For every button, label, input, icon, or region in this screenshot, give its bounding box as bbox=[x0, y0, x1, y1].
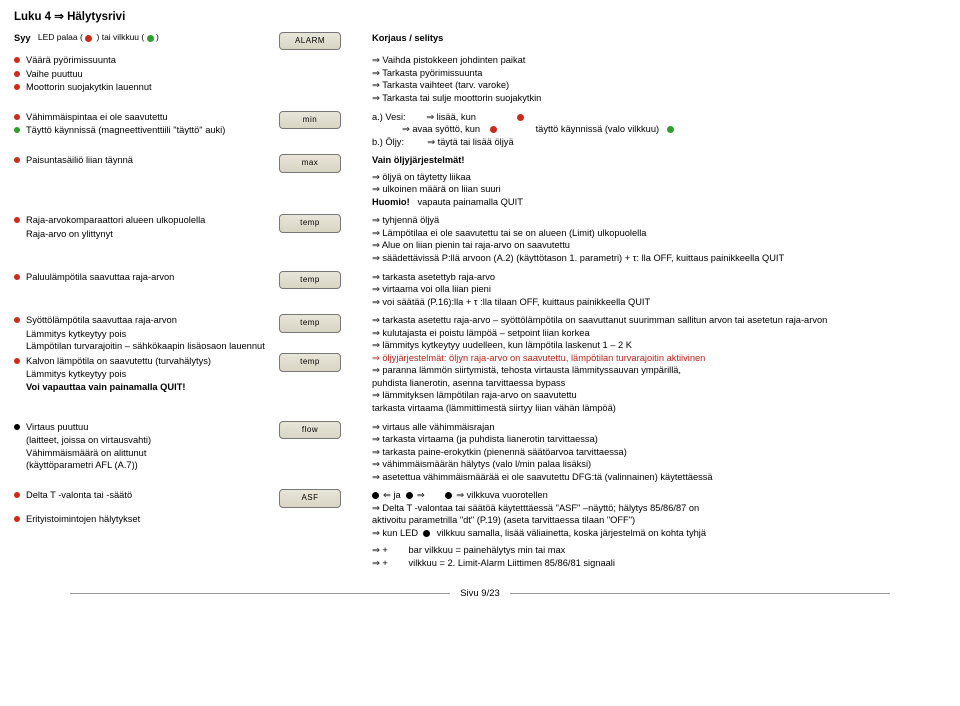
page-title: Luku 4 ⇒ Hälytysrivi bbox=[14, 10, 946, 26]
label-flow: flow bbox=[279, 421, 341, 440]
s4b: Raja-arvo on ylittynyt bbox=[14, 228, 254, 241]
block-5: Paluulämpötila saavuttaa raja-arvon temp… bbox=[14, 271, 946, 309]
s6-3: Kalvon lämpötila on saavutettu (turvahäl… bbox=[14, 355, 254, 368]
s8k1b: ⇒ bbox=[417, 490, 425, 500]
block-6: Syöttölämpötila saavuttaa raja-arvon Läm… bbox=[14, 314, 946, 414]
s8k3a: ⇒ kun LED bbox=[372, 528, 421, 538]
block-4: Raja-arvokomparaattori alueen ulkopuolel… bbox=[14, 214, 946, 264]
s7k5: ⇒ asetettua vähimmäismäärää ei ole saavu… bbox=[372, 471, 946, 484]
label-asf: ASF bbox=[279, 489, 341, 508]
s7k2: ⇒ tarkasta virtaama (ja puhdista lianero… bbox=[372, 433, 946, 446]
s8k4a: ⇒ + bbox=[372, 545, 390, 555]
s6k5b: puhdista lianerotin, asenna tarvittaessa… bbox=[372, 377, 946, 390]
s8k3b: vilkkuu samalla, lisää väliainetta, kosk… bbox=[434, 528, 706, 538]
label-temp3: temp bbox=[279, 314, 341, 333]
s2b: Täyttö käynnissä (magneettiventtiili "tä… bbox=[14, 124, 254, 137]
s2a: Vähimmäispintaa ei ole saavutettu bbox=[14, 111, 254, 124]
s1a: Väärä pyörimissuunta bbox=[14, 54, 254, 67]
s6k5: ⇒ paranna lämmön siirtymistä, tehosta vi… bbox=[372, 364, 946, 377]
syy-header: Syy bbox=[14, 33, 31, 43]
s3a: Paisuntasäiliö liian täynnä bbox=[14, 154, 254, 167]
s6-5: Voi vapauttaa vain painamalla QUIT! bbox=[26, 382, 185, 392]
korjaus-header: Korjaus / selitys bbox=[372, 32, 946, 45]
s8k4b: bar vilkkuu = painehälytys min tai max bbox=[408, 545, 565, 555]
s5k1: ⇒ tarkasta asetettyb raja-arvo bbox=[372, 271, 946, 284]
s1k4: ⇒ Tarkasta tai sulje moottorin suojakytk… bbox=[372, 92, 946, 105]
s2k3b: ⇒ täytä tai lisää öljyä bbox=[427, 137, 513, 147]
s8k1a: ⇐ ja bbox=[383, 490, 401, 500]
s8b: Erityistoimintojen hälytykset bbox=[14, 513, 254, 526]
s1k2: ⇒ Tarkasta pyörimissuunta bbox=[372, 67, 946, 80]
s4k2: ⇒ Lämpötilaa ei ole saavutettu tai se on… bbox=[372, 227, 946, 240]
s6k2: ⇒ kulutajasta ei poistu lämpöä – setpoin… bbox=[372, 327, 946, 340]
s3k3a: Huomio! bbox=[372, 197, 410, 207]
s7c: Vähimmäismäärä on alittunut bbox=[14, 447, 254, 460]
s6-2: Lämpötilan turvarajoitin – sähkökaapin l… bbox=[14, 340, 254, 353]
block-2: Vähimmäispintaa ei ole saavutettu Täyttö… bbox=[14, 111, 946, 149]
s6-0: Syöttölämpötila saavuttaa raja-arvon bbox=[14, 314, 254, 327]
s1k1: ⇒ Vaihda pistokkeen johdinten paikat bbox=[372, 54, 946, 67]
s8k1c: ⇒ vilkkuva vuorotellen bbox=[456, 490, 548, 500]
label-alarm: ALARM bbox=[279, 32, 341, 51]
label-max: max bbox=[279, 154, 341, 173]
s2k1a: a.) Vesi: bbox=[372, 112, 406, 122]
s6k6b: tarkasta virtaama (lämmittimestä siirtyy… bbox=[372, 402, 946, 415]
label-temp1: temp bbox=[279, 214, 341, 233]
s5k2: ⇒ virtaama voi olla liian pieni bbox=[372, 283, 946, 296]
page-number: Sivu 9/23 bbox=[460, 588, 500, 601]
s1b: Vaihe puuttuu bbox=[14, 68, 254, 81]
block-3: Paisuntasäiliö liian täynnä max Vain ölj… bbox=[14, 154, 946, 208]
s8k2b: aktivoitu parametrilla "dt" (P.19) (aset… bbox=[372, 514, 946, 527]
s7k1: ⇒ virtaus alle vähimmäisrajan bbox=[372, 421, 946, 434]
s3k1: ⇒ öljyä on täytetty liikaa bbox=[372, 171, 946, 184]
s5a: Paluulämpötila saavuttaa raja-arvon bbox=[14, 271, 254, 284]
s8k2: ⇒ Delta T -valontaa tai säätöä käytetttä… bbox=[372, 502, 946, 515]
s6k6: ⇒ lämmityksen lämpötilan raja-arvo on sa… bbox=[372, 389, 946, 402]
s4k3: ⇒ Alue on liian pienin tai raja-arvo on … bbox=[372, 239, 946, 252]
label-temp2: temp bbox=[279, 271, 341, 290]
s5k3: ⇒ voi säätää (P.16):lla + τ :lla tilaan … bbox=[372, 296, 946, 309]
s1c: Moottorin suojakytkin lauennut bbox=[14, 81, 254, 94]
s7k4: ⇒ vähimmäismäärän hälytys (valo l/min pa… bbox=[372, 458, 946, 471]
s6k3: ⇒ lämmitys kytkeytyy uudelleen, kun lämp… bbox=[372, 339, 946, 352]
s8k5b: vilkkuu = 2. Limit-Alarm Liittimen 85/86… bbox=[408, 558, 614, 568]
s8a: Delta T -valonta tai -säätö bbox=[14, 489, 254, 502]
s4a: Raja-arvokomparaattori alueen ulkopuolel… bbox=[14, 214, 254, 227]
s2k2a: avaa syöttö, kun bbox=[412, 124, 480, 134]
s4k4: ⇒ säädettävissä P:llä arvoon (A.2) (käyt… bbox=[372, 252, 946, 265]
s6-1: Lämmitys kytkeytyy pois bbox=[14, 328, 254, 341]
s4k1: ⇒ tyhjennä öljyä bbox=[372, 214, 946, 227]
s1k3: ⇒ Tarkasta vaihteet (tarv. varoke) bbox=[372, 79, 946, 92]
s7d: (käyttöparametri AFL (A.7)) bbox=[14, 459, 254, 472]
s3k2: ⇒ ulkoinen määrä on liian suuri bbox=[372, 183, 946, 196]
s2k2b: täyttö käynnissä (valo vilkkuu) bbox=[536, 124, 660, 134]
s7k3: ⇒ tarkasta paine-erokytkin (pienennä sää… bbox=[372, 446, 946, 459]
led-text2: tai vilkkuu bbox=[102, 32, 139, 42]
s2k3a: b.) Öljy: bbox=[372, 137, 404, 147]
s6k4: ⇒ öljyjärjestelmät: öljyn raja-arvo on s… bbox=[372, 353, 705, 363]
s3k3b: vapauta painamalla QUIT bbox=[417, 197, 522, 207]
led-text1: LED palaa bbox=[38, 32, 78, 42]
block-7: Virtaus puuttuu (laitteet, joissa on vir… bbox=[14, 421, 946, 484]
s2k1b: ⇒ lisää, kun bbox=[426, 112, 476, 122]
page-footer: Sivu 9/23 bbox=[14, 588, 946, 601]
s6k1: ⇒ tarkasta asetettu raja-arvo – syöttölä… bbox=[372, 314, 946, 327]
label-temp4: temp bbox=[279, 353, 341, 372]
s7a: Virtaus puuttuu bbox=[14, 421, 254, 434]
s6-4: Lämmitys kytkeytyy pois bbox=[14, 368, 254, 381]
block-1: Väärä pyörimissuunta Vaihe puuttuu Moott… bbox=[14, 54, 946, 104]
s3h: Vain öljyjärjestelmät! bbox=[372, 154, 946, 167]
s7b: (laitteet, joissa on virtausvahti) bbox=[14, 434, 254, 447]
label-min: min bbox=[279, 111, 341, 130]
s8k5a: ⇒ + bbox=[372, 558, 390, 568]
block-8: Delta T -valonta tai -säätö Erityistoimi… bbox=[14, 489, 946, 569]
header-row: Syy LED palaa ( ) tai vilkkuu ( ) ALARM … bbox=[14, 32, 946, 51]
